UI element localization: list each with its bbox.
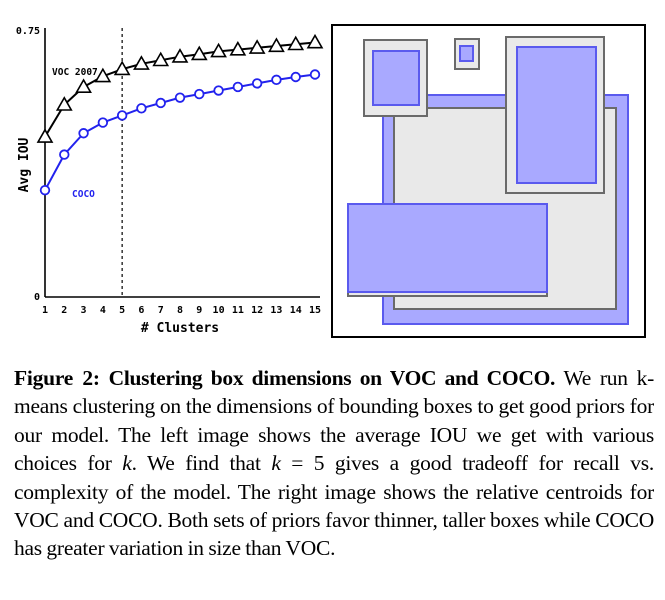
centroid-diagram <box>331 24 646 338</box>
data-point-triangle <box>210 42 227 58</box>
data-point-circle <box>116 110 128 121</box>
y-tick-label-top: 0.75 <box>16 26 40 37</box>
data-point-triangle <box>190 45 208 61</box>
data-point-circle <box>194 88 205 100</box>
x-tick-label: 4 <box>100 305 106 316</box>
x-axis-label: # Clusters <box>141 321 219 336</box>
x-tick-label: 14 <box>290 305 302 316</box>
data-point-circle <box>155 97 166 109</box>
x-tick-label: 1 <box>42 305 48 316</box>
y-axis-label: Avg IOU <box>17 137 32 192</box>
caption-text: gives a good tradeoff for recall vs. com… <box>14 451 654 561</box>
x-tick-label: 15 <box>309 305 321 316</box>
x-tick-labels: 1 2 3 4 5 6 7 8 9 10 11 12 13 14 15 <box>42 305 321 316</box>
x-tick-label: 12 <box>251 305 263 316</box>
avg-iou-chart: 0.75 0 Avg IOU # Clusters 1 2 3 4 5 6 7 8 9 10 11 1… <box>16 26 324 336</box>
series-coco <box>39 69 321 196</box>
data-point-circle <box>136 103 147 114</box>
data-point-circle <box>39 184 51 196</box>
x-tick-label: 9 <box>196 305 202 316</box>
k-symbol: k <box>271 451 281 476</box>
data-point-circle <box>213 85 224 96</box>
x-tick-label: 5 <box>119 305 125 316</box>
data-point-triangle <box>133 55 150 70</box>
coco-centroid-box <box>459 45 474 62</box>
data-point-triangle <box>287 35 305 51</box>
caption-equation: = 5 <box>280 451 325 476</box>
figure-caption: Figure 2: Clustering box dimensions on V… <box>14 364 654 590</box>
data-point-triangle <box>55 96 73 111</box>
figure-label: Figure 2: <box>14 366 100 390</box>
data-point-circle <box>309 69 321 80</box>
data-point-triangle <box>229 40 247 56</box>
data-point-triangle <box>268 37 285 53</box>
x-tick-label: 8 <box>177 305 183 316</box>
coco-centroid-box <box>347 203 548 293</box>
data-point-circle <box>290 71 301 83</box>
data-point-triangle <box>94 67 112 83</box>
caption-text: We run k-means clustering on the dimensi… <box>14 366 654 476</box>
k-symbol: k <box>122 451 132 476</box>
data-point-circle <box>97 117 109 128</box>
x-tick-label: 13 <box>270 305 282 316</box>
data-point-circle <box>271 74 282 86</box>
data-point-triangle <box>113 60 131 76</box>
x-tick-label: 7 <box>158 305 164 316</box>
coco-centroid-box <box>372 50 420 106</box>
data-point-circle <box>232 81 244 93</box>
data-point-triangle <box>171 48 189 63</box>
data-point-triangle <box>36 128 54 143</box>
series-voc-2007 <box>36 33 324 143</box>
figure-2: 0.75 0 Avg IOU # Clusters 1 2 3 4 5 6 7 8 9 10 11 1… <box>16 24 646 338</box>
coco-centroid-box <box>516 46 597 184</box>
x-tick-label: 10 <box>213 305 225 316</box>
figure-canvas: 0.75 0 Avg IOU # Clusters 1 2 3 4 5 6 7 8 9 10 11 1… <box>16 24 646 338</box>
data-point-circle <box>59 149 70 160</box>
data-point-circle <box>78 128 89 139</box>
series-label-coco: COCO <box>72 189 95 200</box>
x-tick-label: 2 <box>61 305 67 316</box>
data-point-triangle <box>248 39 266 54</box>
data-point-circle <box>174 92 186 103</box>
figure-title: Clustering box dimensions on VOC and COC… <box>108 366 556 390</box>
data-point-triangle <box>75 78 92 94</box>
data-point-circle <box>251 78 263 89</box>
data-point-triangle <box>306 33 324 49</box>
x-tick-label: 11 <box>232 305 244 316</box>
series-label-voc: VOC 2007 <box>52 67 98 78</box>
caption-text: . We find that <box>131 451 272 476</box>
x-tick-label: 6 <box>138 305 144 316</box>
data-point-triangle <box>152 51 170 67</box>
y-tick-label-bottom: 0 <box>34 292 40 303</box>
x-tick-label: 3 <box>81 305 87 316</box>
